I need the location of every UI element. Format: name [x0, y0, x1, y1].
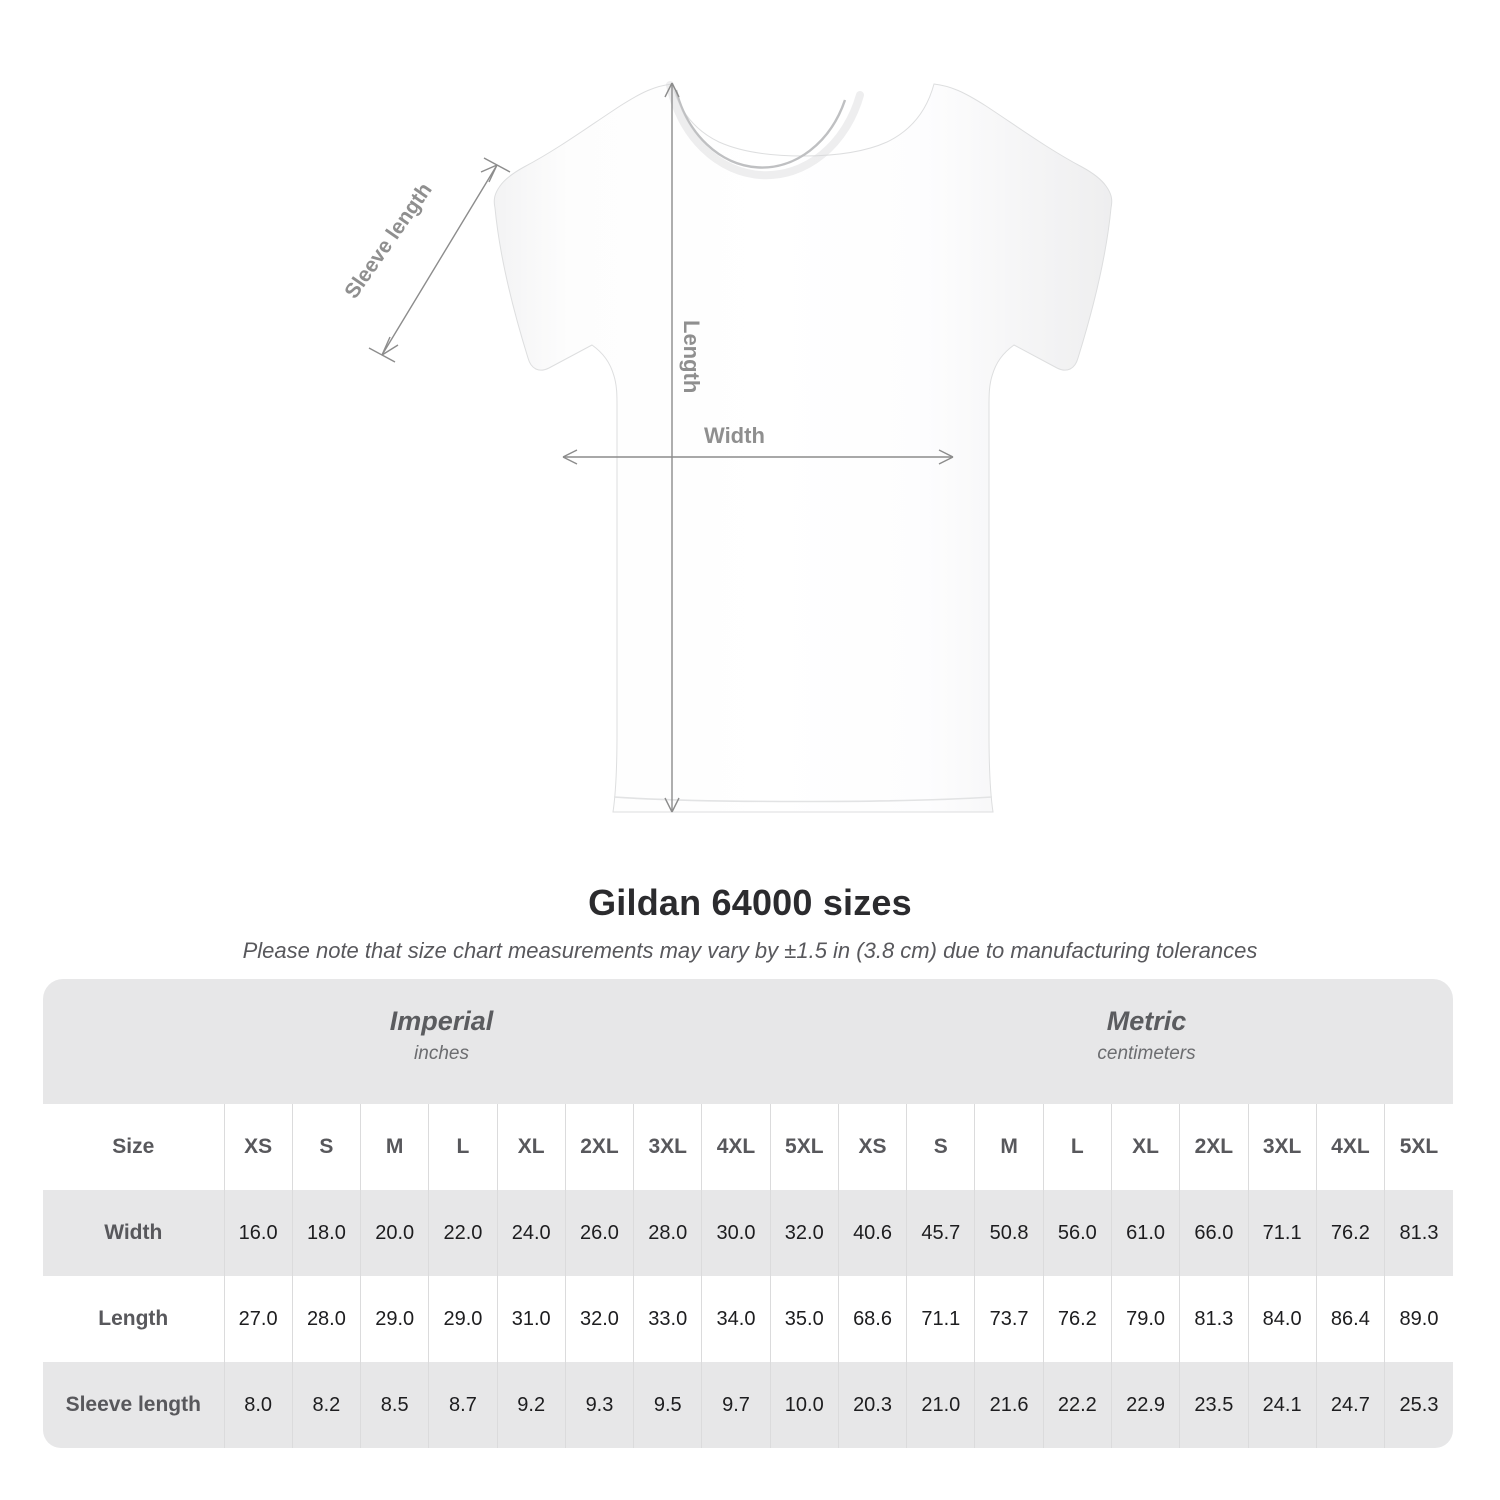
- svg-text:Width: Width: [704, 423, 765, 448]
- svg-text:Sleeve length: Sleeve length: [340, 179, 436, 303]
- svg-text:Length: Length: [679, 320, 704, 393]
